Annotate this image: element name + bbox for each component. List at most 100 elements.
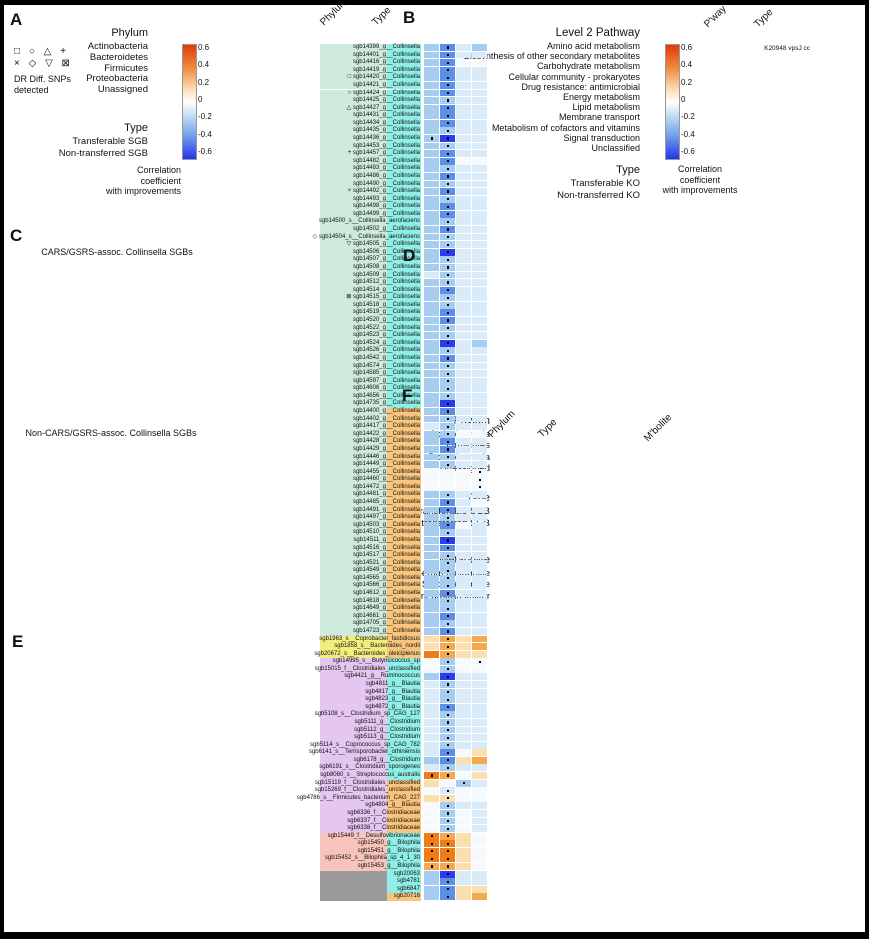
heatmap-cell	[456, 711, 472, 719]
heatmap-cell	[424, 536, 440, 544]
significance-dot	[446, 744, 449, 747]
heatmap-cell	[456, 885, 472, 893]
heatmap-cell	[456, 544, 472, 552]
heatmap-cell	[424, 597, 440, 605]
heatmap-cell	[456, 756, 472, 764]
heatmap-cell	[424, 294, 440, 302]
heatmap-cell	[456, 332, 472, 340]
heatmap-cell	[456, 415, 472, 423]
phylum-strip-cell	[320, 195, 387, 204]
significance-dot	[430, 137, 433, 140]
heatmap-cell	[456, 620, 472, 628]
heatmap-cell	[456, 142, 472, 150]
type-legend-a-label: Transferable SGB	[72, 136, 148, 147]
phylum-strip-cell	[320, 104, 387, 113]
heatmap-cell	[456, 150, 472, 158]
heatmap-cell	[456, 157, 472, 165]
phylum-strip-cell	[320, 370, 387, 378]
significance-dot	[430, 865, 433, 868]
heatmap-row-label: sgb15450_g__Bilophila	[357, 840, 420, 847]
heatmap-cell	[424, 612, 440, 620]
heatmap-cell	[456, 847, 472, 855]
heatmap-row-label: ▽ sgb14505_g__Collinsella	[346, 241, 420, 248]
heatmap-row-label: sgb14419_g__Collinsella	[352, 66, 420, 73]
heatmap-row-label: sgb15452_s__Bilophila_sp_4_1_30	[324, 855, 420, 862]
type-strip-cell	[387, 809, 421, 818]
heatmap-row-label: sgb15453_g__Bilophila	[357, 863, 420, 870]
heatmap-cell	[424, 210, 440, 218]
heatmap-cell	[424, 559, 440, 567]
significance-dot	[478, 471, 481, 474]
heatmap-cell	[472, 741, 488, 749]
heatmap-cell	[472, 172, 488, 180]
heatmap-cell	[472, 620, 488, 628]
heatmap-cell	[456, 104, 472, 112]
significance-dot	[446, 774, 449, 777]
heatmap-row-label: sgb6338_f__Clostridiaceae	[347, 825, 420, 832]
significance-dot	[446, 144, 449, 148]
heatmap-cell	[456, 218, 472, 226]
heatmap-cell	[424, 779, 440, 787]
heatmap-cell	[472, 764, 488, 772]
heatmap-cell	[424, 74, 440, 82]
significance-dot	[446, 736, 449, 739]
heatmap-cell	[472, 726, 488, 734]
heatmap-cell	[424, 438, 440, 446]
type-strip-cell	[387, 658, 421, 666]
type-legend-b-item: Transferable KO	[340, 178, 640, 189]
significance-dot	[446, 190, 449, 193]
type-strip-cell	[387, 362, 421, 371]
heatmap-cell	[472, 597, 488, 605]
heatmap-cell	[456, 97, 472, 104]
heatmap-cell	[424, 97, 440, 104]
type-strip-cell	[387, 847, 421, 856]
heatmap-cell	[472, 165, 488, 173]
heatmap-row-label: sgb14399_g__Collinsella	[352, 44, 420, 50]
phylum-strip-cell	[320, 794, 387, 803]
heatmap-cell	[456, 809, 472, 817]
phylum-strip-cell	[320, 529, 387, 537]
heatmap-row-label: sgb15015_f__Clostridiales_unclassified	[314, 665, 420, 672]
heatmap-cell	[456, 832, 472, 840]
type-strip-cell	[387, 802, 421, 810]
heatmap-row-label: sgb14507_g__Collinsella	[352, 256, 420, 263]
type-strip-cell	[387, 347, 421, 355]
significance-dot	[446, 425, 449, 428]
colorbar-caption-line: coefficient	[679, 174, 721, 185]
phylum-strip-cell	[320, 263, 387, 272]
significance-dot	[430, 835, 433, 838]
significance-dot	[446, 819, 449, 823]
heatmap-cell	[424, 703, 440, 711]
heatmap-cell	[456, 226, 472, 233]
heatmap-cell	[456, 165, 472, 173]
phylum-legend-a-item: Proteobacteria	[20, 73, 148, 85]
heatmap-cell	[424, 89, 440, 97]
phylum-strip-cell	[320, 157, 387, 166]
colorbar-b	[665, 44, 680, 160]
significance-dot	[446, 137, 449, 140]
significance-dot	[430, 850, 433, 853]
heatmap-cell	[424, 180, 440, 188]
significance-dot	[446, 493, 449, 497]
type-strip-cell	[387, 74, 421, 82]
heatmap-row-label: sgb15449_f__Desulfovibrionaceae	[327, 832, 420, 839]
heatmap-cell	[424, 590, 440, 597]
type-strip-cell	[387, 263, 421, 272]
significance-dot	[446, 546, 449, 550]
heatmap-cell	[440, 483, 456, 491]
phylum-strip-cell	[320, 354, 387, 363]
heatmap-row-label: sgb14618_g__Collinsella	[352, 597, 420, 604]
pathway-legend-label: Cellular community - prokaryotes	[508, 71, 640, 82]
heatmap-row-label: sgb14520_g__Collinsella	[352, 317, 420, 324]
heatmap-row-label: sgb14597_g__Collinsella	[352, 377, 420, 384]
type-strip-cell	[387, 741, 421, 750]
significance-dot	[462, 782, 465, 785]
significance-dot	[446, 850, 449, 853]
heatmap-row-label: sgb14485_g__Collinsella	[352, 499, 420, 506]
heatmap-cell	[456, 605, 472, 613]
heatmap-cell	[456, 324, 472, 332]
heatmap-cell	[456, 44, 472, 51]
phylum-strip-cell	[320, 863, 387, 871]
type-strip-cell	[387, 241, 421, 249]
heatmap-cell	[456, 271, 472, 279]
